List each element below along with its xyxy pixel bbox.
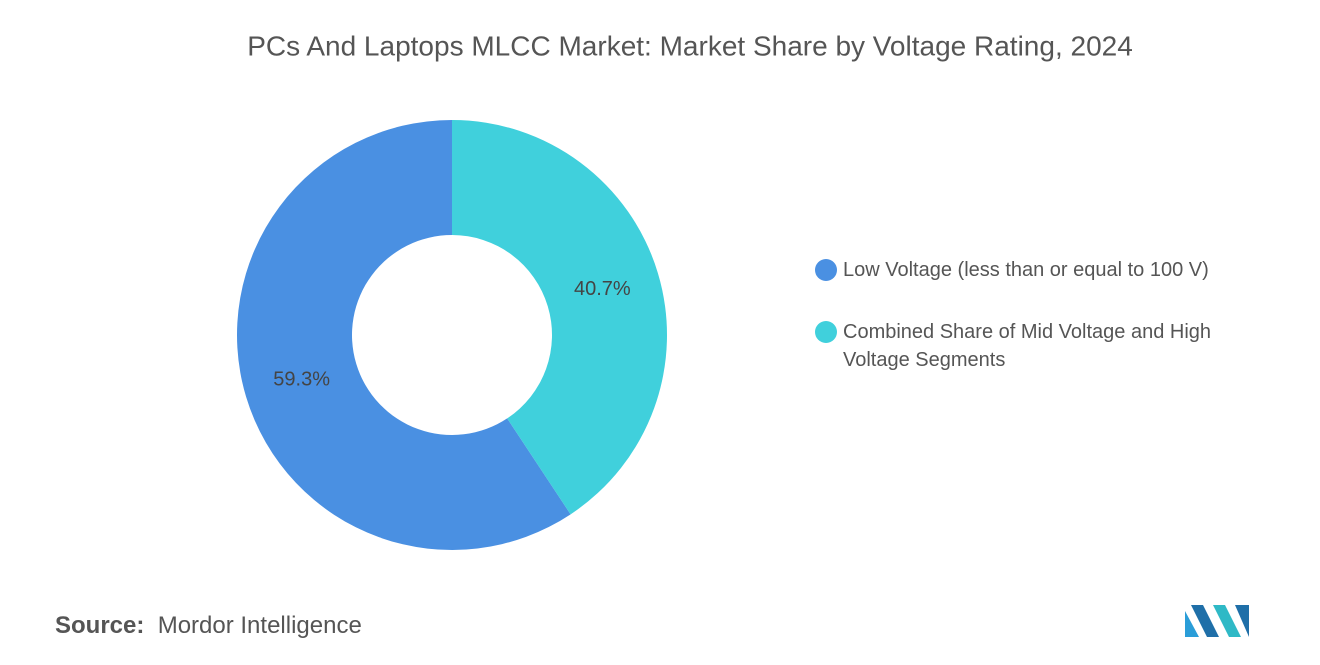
data-label: 40.7% bbox=[574, 278, 631, 300]
logo bbox=[1185, 605, 1249, 637]
source: Source: Mordor Intelligence bbox=[55, 612, 362, 640]
source-label: Source: bbox=[55, 612, 145, 639]
legend-marker bbox=[815, 321, 837, 343]
source-text: Mordor Intelligence bbox=[157, 612, 362, 639]
legend-label: Combined Share of Mid Voltage and High V… bbox=[843, 321, 1212, 371]
donut-slice bbox=[452, 120, 667, 515]
legend-item: Low Voltage (less than or equal to 100 V… bbox=[815, 256, 1260, 284]
legend-label: Low Voltage (less than or equal to 100 V… bbox=[843, 259, 1209, 281]
chart-title: PCs And Laptops MLCC Market: Market Shar… bbox=[247, 30, 1133, 61]
data-label: 59.3% bbox=[273, 369, 330, 391]
donut-slice bbox=[236, 120, 571, 550]
legend-item: Combined Share of Mid Voltage and High V… bbox=[815, 318, 1260, 374]
legend-marker bbox=[815, 259, 837, 281]
